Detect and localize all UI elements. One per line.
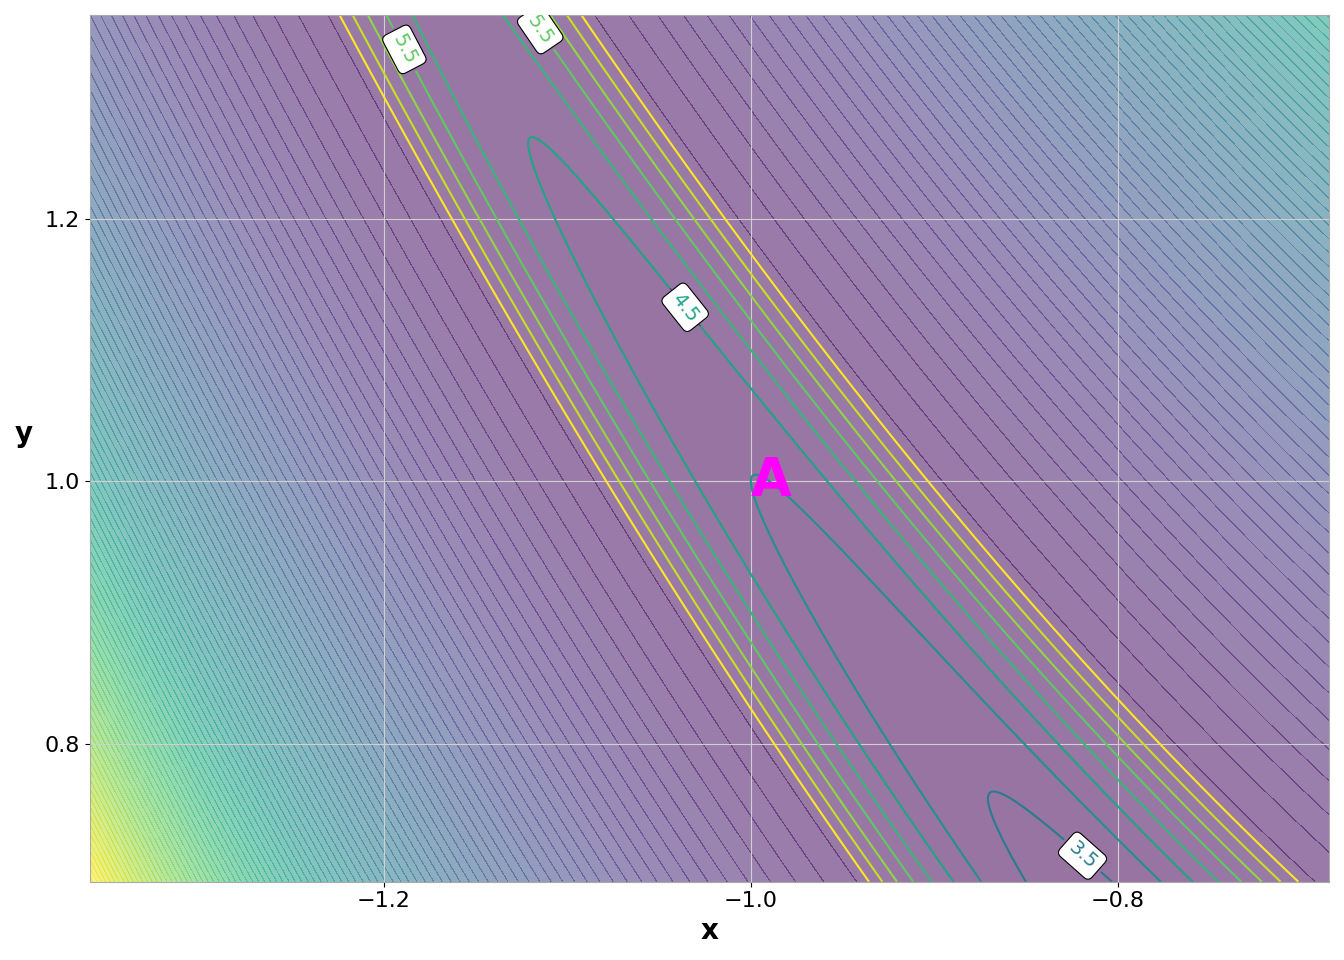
Text: 4.5: 4.5 xyxy=(668,289,703,325)
Text: 3.5: 3.5 xyxy=(1064,838,1101,873)
X-axis label: x: x xyxy=(700,917,719,945)
Y-axis label: y: y xyxy=(15,420,34,448)
Text: A: A xyxy=(751,455,792,507)
Text: 5.5: 5.5 xyxy=(524,12,556,48)
Text: 5.5: 5.5 xyxy=(388,31,421,67)
